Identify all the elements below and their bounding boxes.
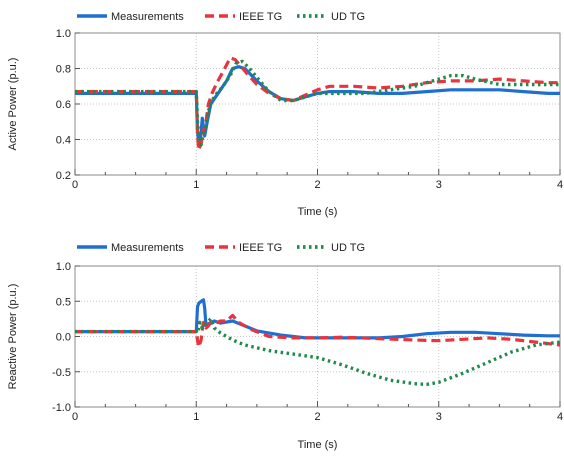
y-tick-label: 0.8 (56, 64, 71, 76)
y-tick-label: -1.0 (52, 402, 71, 414)
y-tick-label: -0.5 (52, 367, 71, 379)
y-tick-label: 0.0 (56, 332, 71, 344)
x-tick-label: 3 (436, 179, 442, 191)
y-tick-label: 0.6 (56, 99, 71, 111)
x-tick-label: 4 (557, 179, 563, 191)
series-group (75, 56, 560, 152)
chart-panel-1: 0 1 2 3 4 0.2 0.4 0.6 0.8 1.0 Time (s) Active Power… (7, 11, 563, 218)
legend-label: IEEE TG (239, 242, 282, 254)
y-axis-label: Active Power (p.u.) (7, 58, 19, 151)
legend-label: Measurements (111, 242, 184, 254)
y-tick-label: 0.4 (56, 135, 71, 147)
chart-panel-2: 0 1 2 3 4 -1.0 -0.5 0.0 0.5 1.0 Time (s) Reactive P… (7, 242, 563, 451)
legend-label: Measurements (111, 11, 184, 23)
legend-label: UD TG (331, 11, 365, 23)
legend: Measurements IEEE TG UD TG (77, 11, 365, 23)
y-tick-label: 0.5 (56, 296, 71, 308)
x-tick-label: 3 (436, 411, 442, 423)
legend-label: UD TG (331, 242, 365, 254)
y-axis-label: Reactive Power (p.u.) (7, 284, 19, 390)
series-line-ud-tg (75, 317, 561, 387)
series-group (75, 298, 561, 387)
x-tick-label: 0 (72, 179, 78, 191)
series-line-ieee-tg (75, 313, 561, 349)
legend: Measurements IEEE TG UD TG (77, 242, 365, 254)
x-tick-label: 1 (193, 179, 199, 191)
y-tick-label: 1.0 (56, 261, 71, 273)
y-tick-label: 0.2 (56, 170, 71, 182)
x-tick-label: 2 (314, 411, 320, 423)
x-tick-label: 1 (193, 411, 199, 423)
legend-label: IEEE TG (239, 11, 282, 23)
series-line-ieee-tg (75, 56, 560, 152)
y-tick-label: 1.0 (56, 28, 71, 40)
x-tick-label: 2 (314, 179, 320, 191)
x-tick-label: 0 (72, 411, 78, 423)
x-axis-label: Time (s) (298, 439, 338, 451)
x-tick-label: 4 (557, 411, 563, 423)
series-line-measurements (75, 65, 560, 149)
x-axis-label: Time (s) (298, 206, 338, 218)
